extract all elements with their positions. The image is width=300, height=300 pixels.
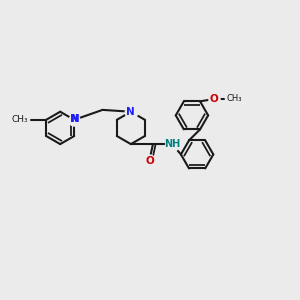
Text: N: N <box>71 114 80 124</box>
Text: N: N <box>127 107 135 117</box>
Text: CH₃: CH₃ <box>12 115 28 124</box>
Text: N: N <box>70 114 79 124</box>
Text: NH: NH <box>164 139 180 149</box>
Text: CH₃: CH₃ <box>227 94 242 103</box>
Text: O: O <box>145 156 154 166</box>
Text: O: O <box>210 94 219 104</box>
